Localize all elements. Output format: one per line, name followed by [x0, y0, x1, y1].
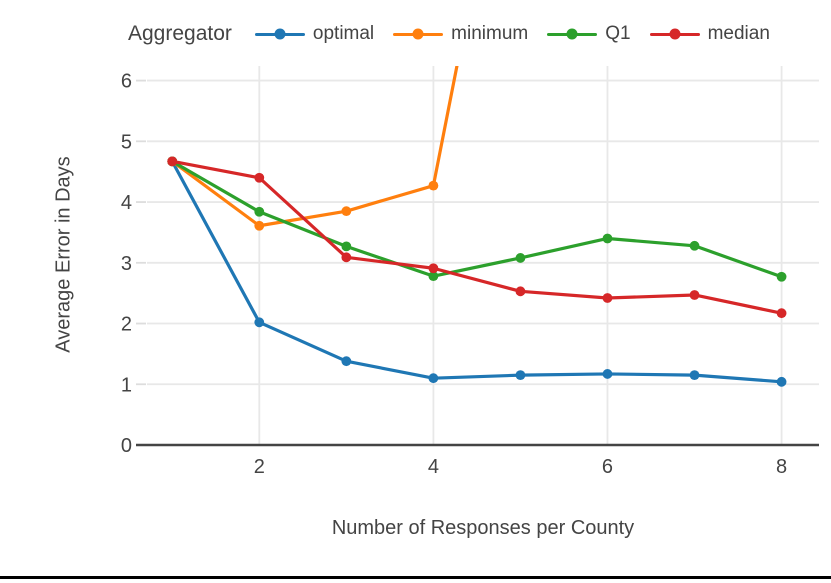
legend-item-q1[interactable]: Q1: [547, 23, 631, 45]
legend-label-minimum: minimum: [451, 23, 529, 44]
legend-label-q1: Q1: [605, 23, 631, 44]
legend-item-optimal[interactable]: optimal: [254, 23, 375, 45]
data-point-Q1: [515, 253, 526, 263]
x-tick-label: 6: [602, 456, 613, 478]
y-tick-label: 0: [121, 435, 132, 457]
y-tick-label: 3: [121, 253, 132, 275]
data-point-median: [167, 156, 178, 167]
data-point-median: [341, 252, 352, 263]
data-point-median: [254, 172, 265, 183]
data-point-minimum: [254, 220, 265, 231]
data-point-Q1: [341, 241, 352, 252]
x-tick-label: 4: [428, 456, 439, 478]
data-point-optimal: [689, 370, 700, 381]
y-tick-label: 1: [121, 374, 132, 396]
x-tick-label: 2: [254, 456, 265, 478]
y-tick-label: 2: [121, 314, 132, 336]
data-point-optimal: [254, 317, 265, 328]
q1-line-swatch-icon: [547, 28, 598, 40]
median-line-swatch-icon: [649, 28, 700, 40]
series-line-optimal: [170, 159, 784, 384]
window-bottom-divider: [0, 576, 831, 579]
chart-legend: Aggregator optimal minimum Q1 median: [128, 19, 770, 49]
y-tick-label: 5: [121, 131, 132, 153]
x-axis-title: Number of Responses per County: [331, 517, 635, 539]
legend-label-optimal: optimal: [312, 23, 375, 44]
series-line-median: [170, 159, 784, 315]
data-point-Q1: [254, 206, 265, 217]
data-point-optimal: [341, 356, 352, 367]
series-line-Q1: [170, 159, 784, 279]
data-point-Q1: [602, 233, 613, 244]
data-point-median: [515, 286, 526, 297]
data-point-optimal: [428, 373, 439, 384]
data-point-median: [602, 293, 613, 303]
data-point-optimal: [515, 370, 526, 381]
data-point-Q1: [689, 240, 700, 251]
x-tick-label: 8: [776, 456, 787, 478]
data-point-median: [776, 308, 787, 319]
legend-label-median: median: [707, 23, 770, 44]
legend-title: Aggregator: [128, 22, 232, 45]
y-tick-label: 6: [121, 71, 132, 93]
data-point-Q1: [776, 271, 787, 282]
data-point-minimum: [428, 180, 439, 191]
y-tick-label: 4: [121, 192, 132, 214]
y-axis-title: Average Error in Days: [52, 156, 75, 353]
data-point-median: [428, 263, 439, 274]
series-line-minimum: [170, 66, 459, 228]
data-point-median: [689, 290, 700, 300]
minimum-line-swatch-icon: [393, 28, 444, 40]
legend-item-minimum[interactable]: minimum: [393, 23, 528, 45]
data-point-optimal: [776, 376, 787, 387]
data-point-optimal: [602, 369, 613, 379]
data-point-minimum: [341, 206, 352, 217]
legend-item-median[interactable]: median: [649, 23, 770, 45]
data-point-Q1: [428, 271, 439, 282]
optimal-line-swatch-icon: [254, 28, 305, 40]
